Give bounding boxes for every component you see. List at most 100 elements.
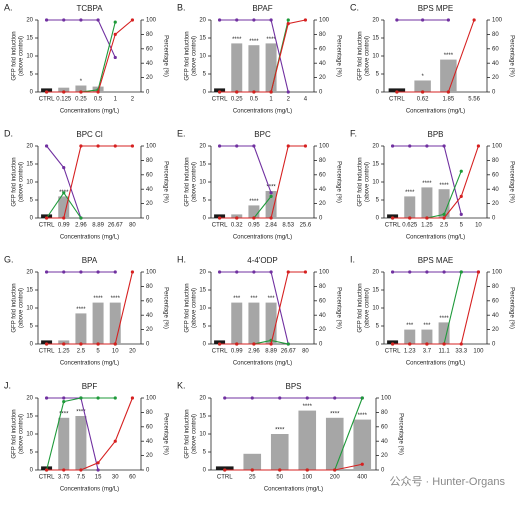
- x-tick-label: 1.23: [404, 349, 416, 355]
- x-tick-label: 80: [302, 349, 309, 355]
- y2-tick-label: 100: [492, 18, 503, 24]
- panel: I. BPS MAE GFP fold induction (above contro…: [350, 254, 514, 366]
- series-line: [46, 19, 116, 58]
- series-point: [408, 270, 412, 274]
- series-point: [62, 216, 66, 220]
- x-tick-label: 0.25: [231, 97, 243, 103]
- series-point: [250, 396, 254, 400]
- y2-tick-label: 80: [319, 284, 326, 290]
- series-point: [113, 20, 117, 24]
- y2-tick-label: 0: [146, 342, 150, 348]
- y-tick-label: 5: [203, 198, 207, 204]
- y-tick-label: 10: [199, 54, 206, 60]
- series-point: [130, 144, 135, 148]
- series-point: [360, 396, 364, 400]
- panel: B. BPAF GFP fold induction (above control) P…: [177, 2, 341, 114]
- x-tick-label: CTRL: [212, 223, 228, 229]
- value-label: ****: [405, 190, 415, 196]
- bar: [265, 43, 277, 92]
- x-tick-label: 1.25: [58, 349, 70, 355]
- x-tick-label: 60: [129, 475, 136, 481]
- x-tick-label: 400: [357, 475, 368, 481]
- bar: [75, 416, 87, 470]
- series-line: [392, 145, 479, 219]
- x-tick-label: 0.99: [231, 349, 243, 355]
- series-point: [269, 18, 273, 22]
- panel-letter: K.: [177, 380, 186, 390]
- series-point: [425, 144, 429, 148]
- y2-tick-label: 60: [319, 46, 326, 52]
- x-tick-label: 30: [112, 475, 119, 481]
- y2-tick-label: 40: [492, 313, 499, 319]
- y2-tick-label: 0: [319, 342, 323, 348]
- series-point: [390, 144, 395, 148]
- y-axis-label: (above control): [192, 36, 198, 76]
- y-tick-label: 20: [26, 396, 33, 402]
- series-line: [46, 271, 133, 345]
- value-label: *: [80, 79, 83, 85]
- y-axis-label: GFP fold induction: [12, 283, 18, 332]
- y2-axis-label: Percentage (%): [508, 287, 514, 329]
- series-point: [96, 144, 100, 148]
- series-point: [79, 396, 83, 400]
- y2-axis-label: Percentage (%): [397, 413, 403, 455]
- y2-tick-label: 40: [319, 313, 326, 319]
- y2-tick-label: 60: [146, 298, 153, 304]
- bar: [388, 88, 406, 92]
- series-point: [235, 342, 239, 346]
- bar: [387, 340, 399, 344]
- x-tick-label: 2.84: [265, 223, 277, 229]
- y2-tick-label: 80: [146, 284, 153, 290]
- series-point: [217, 90, 222, 94]
- x-tick-label: 0.62: [417, 97, 429, 103]
- bar: [270, 434, 289, 470]
- series-point: [96, 18, 100, 22]
- y-tick-label: 0: [376, 90, 380, 96]
- x-tick-label: 2: [287, 97, 291, 103]
- y2-tick-label: 20: [319, 75, 326, 81]
- y2-tick-label: 0: [146, 216, 150, 222]
- series-point: [476, 144, 481, 148]
- bar: [215, 466, 234, 470]
- panel-letter: J.: [4, 380, 11, 390]
- series-point: [425, 270, 429, 274]
- y2-tick-label: 60: [146, 424, 153, 430]
- y2-tick-label: 80: [319, 158, 326, 164]
- y2-tick-label: 20: [146, 327, 153, 333]
- x-tick-label: 200: [330, 475, 341, 481]
- x-tick-label: CTRL: [212, 97, 228, 103]
- x-tick-label: 0.125: [56, 97, 72, 103]
- y-tick-label: 5: [203, 324, 207, 330]
- series-point: [217, 216, 222, 220]
- series-point: [252, 144, 256, 148]
- series-point: [62, 468, 66, 472]
- series-point: [113, 270, 117, 274]
- bar: [248, 205, 260, 218]
- panel-letter: G.: [4, 254, 14, 264]
- y-axis-label: (above control): [365, 288, 371, 328]
- panel: G. BPA GFP fold induction (above control) Pe…: [4, 254, 168, 366]
- chart-title: BPC: [254, 130, 271, 139]
- y2-tick-label: 60: [319, 298, 326, 304]
- series-point: [269, 216, 273, 220]
- y-tick-label: 15: [372, 288, 379, 294]
- series-point: [217, 144, 222, 148]
- y2-axis-label: Percentage (%): [162, 161, 168, 203]
- series-point: [62, 90, 66, 94]
- x-axis-label: Concentrations (mg/L): [60, 487, 119, 493]
- y2-tick-label: 0: [381, 468, 385, 474]
- y-tick-label: 10: [372, 54, 379, 60]
- series-point: [113, 342, 117, 346]
- value-label: ***: [406, 323, 414, 329]
- y2-axis-label: Percentage (%): [508, 35, 514, 77]
- x-tick-label: 2.5: [77, 349, 86, 355]
- value-label: ****: [249, 199, 259, 205]
- y2-axis-label: Percentage (%): [335, 35, 341, 77]
- series-point: [408, 216, 412, 220]
- series-line: [219, 145, 272, 193]
- y2-tick-label: 100: [146, 18, 157, 24]
- y-tick-label: 20: [372, 18, 379, 24]
- series-point: [79, 18, 83, 22]
- y-axis-label: GFP fold induction: [12, 31, 18, 80]
- y2-tick-label: 60: [492, 46, 499, 52]
